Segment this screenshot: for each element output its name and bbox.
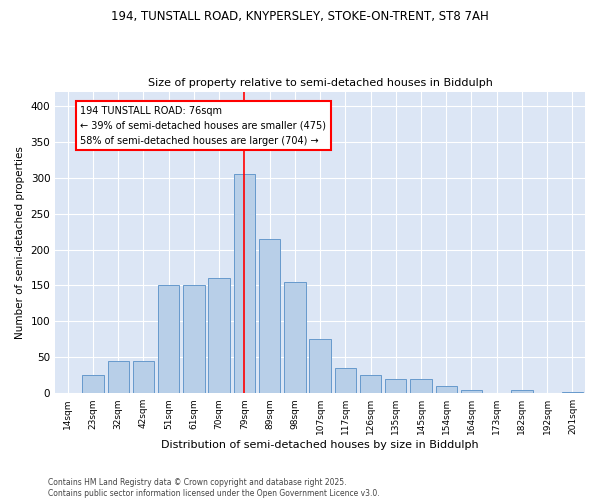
Y-axis label: Number of semi-detached properties: Number of semi-detached properties bbox=[15, 146, 25, 339]
Text: 194, TUNSTALL ROAD, KNYPERSLEY, STOKE-ON-TRENT, ST8 7AH: 194, TUNSTALL ROAD, KNYPERSLEY, STOKE-ON… bbox=[111, 10, 489, 23]
Bar bbox=[436, 386, 457, 393]
Bar bbox=[284, 282, 305, 393]
Bar bbox=[107, 361, 129, 393]
Text: 194 TUNSTALL ROAD: 76sqm
← 39% of semi-detached houses are smaller (475)
58% of : 194 TUNSTALL ROAD: 76sqm ← 39% of semi-d… bbox=[80, 106, 326, 146]
Bar bbox=[82, 376, 104, 393]
Bar bbox=[511, 390, 533, 393]
Bar bbox=[183, 286, 205, 393]
Bar bbox=[310, 340, 331, 393]
Bar bbox=[233, 174, 255, 393]
X-axis label: Distribution of semi-detached houses by size in Biddulph: Distribution of semi-detached houses by … bbox=[161, 440, 479, 450]
Bar bbox=[410, 379, 432, 393]
Bar bbox=[208, 278, 230, 393]
Bar bbox=[335, 368, 356, 393]
Bar bbox=[259, 239, 280, 393]
Bar bbox=[385, 379, 406, 393]
Bar bbox=[461, 390, 482, 393]
Text: Contains HM Land Registry data © Crown copyright and database right 2025.
Contai: Contains HM Land Registry data © Crown c… bbox=[48, 478, 380, 498]
Bar bbox=[360, 376, 381, 393]
Title: Size of property relative to semi-detached houses in Biddulph: Size of property relative to semi-detach… bbox=[148, 78, 493, 88]
Bar bbox=[158, 286, 179, 393]
Bar bbox=[562, 392, 583, 393]
Bar bbox=[133, 361, 154, 393]
